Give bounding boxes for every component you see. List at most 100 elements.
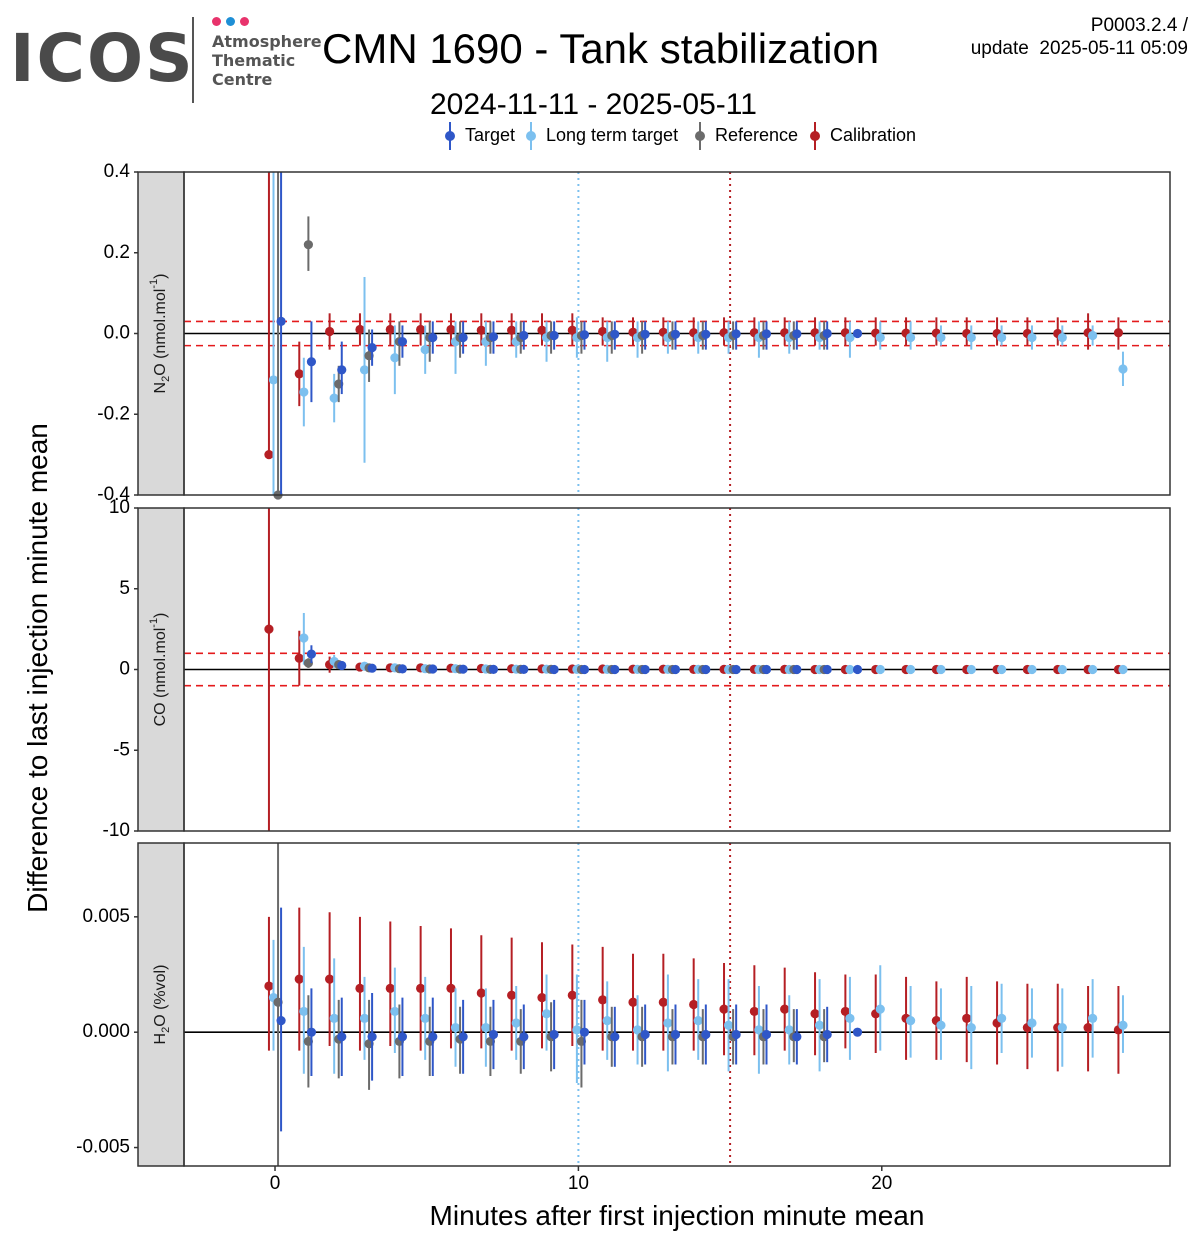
point-long-term-target (997, 664, 1007, 675)
point-target (306, 649, 317, 659)
legend-label-calibration: Calibration (830, 125, 917, 145)
point-long-term-target (511, 1018, 521, 1028)
point-target (822, 328, 832, 339)
point-target (428, 1032, 438, 1042)
point-calibration (476, 325, 486, 335)
point-long-term-target (845, 1013, 855, 1023)
y-tick-label: 0.0 (104, 323, 130, 344)
point-target (337, 365, 347, 375)
point-calibration (416, 983, 426, 993)
point-long-term-target (723, 1020, 734, 1030)
version-label: P0003.2.4 / (1090, 15, 1188, 36)
panel-strip (137, 507, 185, 832)
point-target (640, 664, 650, 675)
point-target (519, 1032, 529, 1042)
point-target (397, 1032, 408, 1042)
point-target (549, 664, 559, 675)
point-long-term-target (359, 1013, 370, 1023)
point-long-term-target (1057, 664, 1067, 675)
point-calibration (689, 999, 699, 1010)
point-target (458, 1032, 468, 1042)
point-target (822, 1029, 832, 1040)
point-target (488, 332, 499, 342)
point-long-term-target (602, 1016, 612, 1026)
point-target (579, 330, 590, 340)
panel-background (184, 843, 1170, 1166)
y-tick-label: 0.005 (82, 906, 130, 927)
point-calibration (1113, 328, 1124, 338)
logo-dot-pink-2 (240, 17, 249, 26)
point-long-term-target (390, 353, 400, 363)
point-calibration (507, 990, 517, 1000)
point-long-term-target (663, 1018, 673, 1028)
point-target (276, 316, 286, 326)
legend-key-target (445, 122, 455, 150)
panel-border (183, 842, 1171, 1167)
point-long-term-target (329, 1013, 339, 1023)
y-tick-label: 0.2 (104, 242, 130, 263)
point-calibration (598, 995, 608, 1005)
header: ICOS Atmosphere Thematic Centre CMN 1690… (0, 0, 1200, 170)
y-tick-label: 5 (119, 578, 130, 599)
point-long-term-target (906, 664, 916, 675)
point-long-term-target (1118, 664, 1128, 675)
y-tick-label: 0.4 (104, 161, 131, 182)
x-tick-label: 20 (871, 1173, 892, 1194)
point-long-term-target (1088, 1013, 1098, 1023)
logo-dot-blue (226, 17, 235, 26)
point-long-term-target (997, 332, 1007, 343)
point-target (519, 330, 529, 341)
point-calibration (325, 326, 335, 337)
point-target (670, 664, 681, 675)
point-target (822, 664, 832, 675)
panel-strip-label: H2O (%vol) (152, 965, 172, 1045)
y-tick-label: -10 (103, 820, 130, 841)
point-target (670, 329, 681, 339)
point-long-term-target (632, 1025, 643, 1035)
point-target (731, 329, 741, 339)
point-long-term-target (299, 633, 309, 643)
point-calibration (355, 983, 365, 993)
logo-line-2: Thematic (212, 51, 296, 70)
point-calibration (1083, 1022, 1093, 1033)
point-calibration (840, 1006, 850, 1017)
legend-key-long-term-target (526, 122, 536, 150)
point-long-term-target (299, 387, 309, 397)
point-long-term-target (814, 1020, 825, 1030)
point-target (367, 663, 377, 673)
point-long-term-target (966, 664, 976, 675)
point-long-term-target (1027, 332, 1037, 343)
point-long-term-target (1027, 1018, 1037, 1028)
panel-border (183, 171, 1171, 496)
chart-title: CMN 1690 - Tank stabilization (322, 25, 880, 72)
point-calibration (446, 983, 456, 993)
legend-key-reference (695, 122, 705, 150)
point-long-term-target (1088, 664, 1098, 675)
legend-label-target: Target (465, 125, 516, 145)
point-long-term-target (420, 1013, 430, 1023)
logo-line-1: Atmosphere (212, 32, 322, 51)
point-target (306, 1027, 317, 1037)
y-tick-label: 0.000 (82, 1021, 130, 1042)
point-target (852, 328, 863, 339)
y-tick-label: 0 (119, 659, 130, 680)
legend-label-reference: Reference (715, 125, 799, 145)
point-long-term-target (329, 393, 339, 403)
point-target (579, 1027, 590, 1037)
legend-label-long-term-target: Long term target (546, 125, 679, 145)
point-target (640, 1029, 650, 1040)
y-tick-label: -0.2 (97, 403, 130, 424)
point-calibration (355, 324, 365, 335)
point-calibration (325, 974, 335, 984)
point-target (610, 329, 620, 339)
point-target (701, 664, 711, 675)
point-long-term-target (299, 1006, 309, 1017)
point-long-term-target (845, 332, 855, 343)
point-long-term-target (754, 1025, 764, 1035)
point-calibration (385, 324, 395, 335)
point-target (306, 357, 317, 367)
point-calibration (567, 990, 577, 1000)
point-target (397, 336, 408, 347)
point-target (458, 664, 468, 674)
point-long-term-target (572, 1025, 582, 1035)
